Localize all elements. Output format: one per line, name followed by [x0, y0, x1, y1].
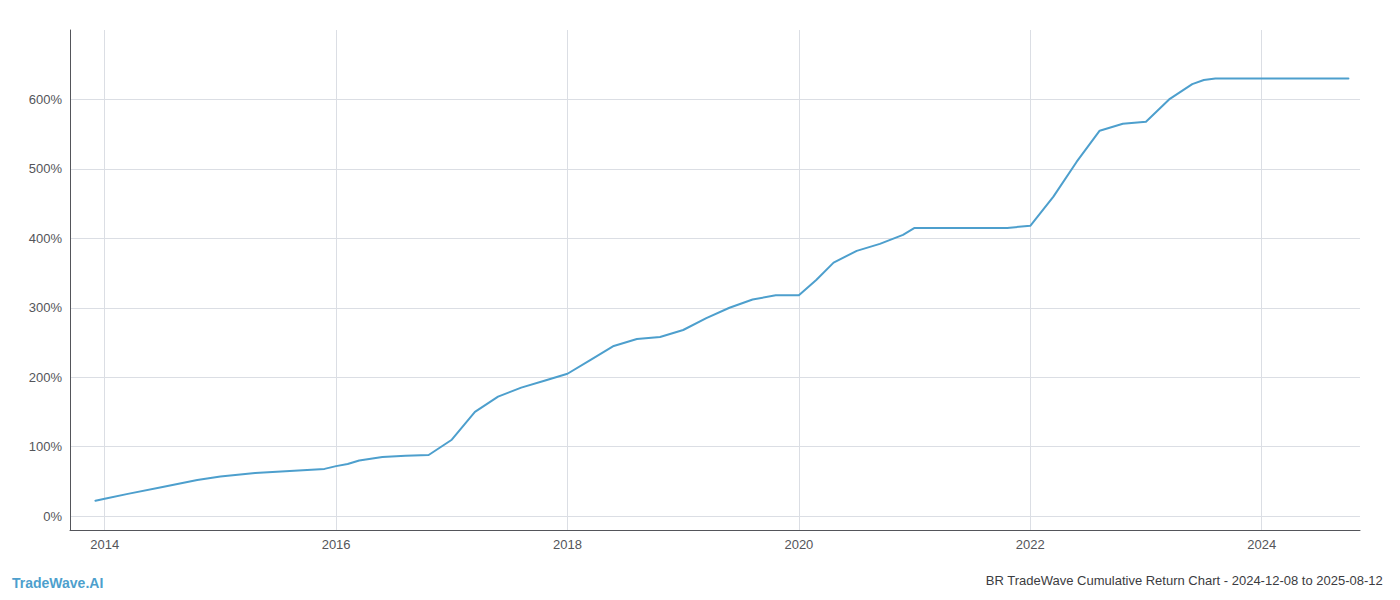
svg-text:2020: 2020	[784, 537, 813, 552]
svg-text:600%: 600%	[29, 92, 63, 107]
svg-text:2018: 2018	[553, 537, 582, 552]
svg-text:200%: 200%	[29, 370, 63, 385]
svg-text:100%: 100%	[29, 439, 63, 454]
svg-text:TradeWave.AI: TradeWave.AI	[12, 575, 103, 591]
svg-text:400%: 400%	[29, 231, 63, 246]
svg-text:2022: 2022	[1016, 537, 1045, 552]
svg-text:500%: 500%	[29, 161, 63, 176]
svg-text:300%: 300%	[29, 300, 63, 315]
svg-text:BR TradeWave Cumulative Return: BR TradeWave Cumulative Return Chart - 2…	[986, 573, 1383, 588]
svg-text:0%: 0%	[43, 509, 62, 524]
svg-text:2014: 2014	[90, 537, 119, 552]
svg-text:2016: 2016	[322, 537, 351, 552]
svg-text:2024: 2024	[1247, 537, 1276, 552]
